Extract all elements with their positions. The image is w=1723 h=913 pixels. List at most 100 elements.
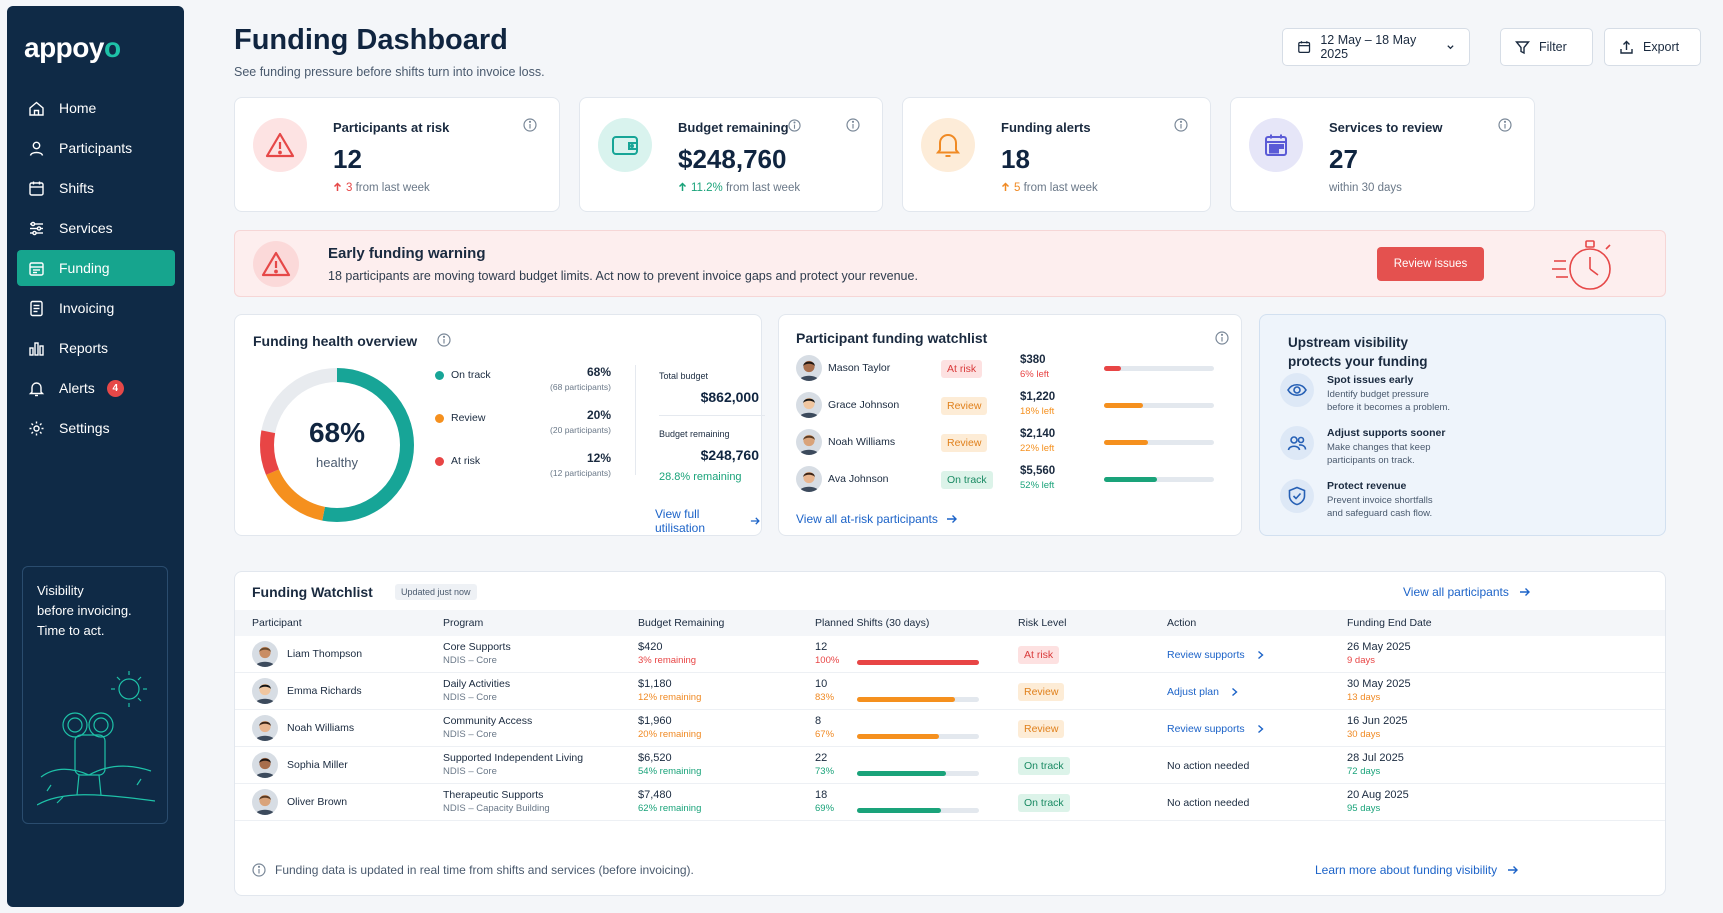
review-issues-button[interactable]: Review issues	[1377, 247, 1484, 281]
kpi-value: 12	[333, 144, 362, 174]
kpi-icon-wrap	[921, 118, 975, 172]
upstream-item-title: Spot issues early	[1327, 374, 1414, 386]
page-subtitle: See funding pressure before shifts turn …	[234, 65, 545, 79]
info-icon[interactable]	[437, 333, 451, 347]
budget-progress-bar	[1104, 403, 1214, 408]
amount-left: 22% left	[1020, 443, 1055, 454]
table-row[interactable]: Oliver Brown Therapeutic Supports NDIS –…	[235, 784, 1665, 821]
participant-name: Liam Thompson	[287, 648, 363, 660]
shift-usage-bar	[857, 808, 979, 813]
sidebar-item-invoicing[interactable]: Invoicing	[17, 290, 175, 326]
promo-line-1: Visibility	[37, 583, 84, 598]
kpi-value: 18	[1001, 144, 1030, 174]
remaining-pct: 28.8% remaining	[659, 471, 742, 483]
sidebar-item-label: Home	[59, 100, 97, 116]
logo-accent: o	[103, 32, 121, 63]
avatar	[796, 392, 822, 418]
days-left: 13 days	[1347, 692, 1381, 703]
shift-usage-pct: 83%	[815, 692, 835, 703]
info-icon[interactable]	[846, 118, 860, 132]
avatar	[796, 355, 822, 381]
promo-line-2: before invoicing.	[37, 603, 132, 618]
shift-usage-fill	[857, 734, 939, 739]
column-header[interactable]: Action	[1167, 617, 1197, 629]
program-name: Daily Activities	[443, 678, 511, 690]
kpi-delta: 3 from last week	[333, 182, 430, 194]
kpi-card-funding-alerts[interactable]: Funding alerts 18 5 from last week	[902, 97, 1211, 212]
table-row[interactable]: Emma Richards Daily Activities NDIS – Co…	[235, 673, 1665, 710]
sidebar-item-alerts[interactable]: Alerts 4	[17, 370, 175, 406]
donut-segment-on-track[interactable]	[260, 368, 414, 522]
table-row[interactable]: Liam Thompson Core Supports NDIS – Core …	[235, 636, 1665, 673]
sidebar-item-settings[interactable]: Settings	[17, 410, 175, 446]
kpi-delta-text: from last week	[352, 182, 430, 194]
column-header[interactable]: Participant	[252, 617, 302, 629]
kpi-card-participants-at-risk[interactable]: Participants at risk 12 3 from last week	[234, 97, 560, 212]
view-at-risk-link[interactable]: View all at-risk participants	[796, 512, 958, 526]
budget-remaining: $7,480	[638, 789, 672, 801]
participant-name: Noah Williams	[287, 722, 355, 734]
chevron-right-icon	[1231, 687, 1238, 697]
program-category: NDIS – Core	[443, 766, 497, 777]
learn-more-label: Learn more about funding visibility	[1315, 863, 1498, 877]
shift-usage-bar	[857, 734, 979, 739]
row-action-label: Adjust plan	[1167, 686, 1219, 698]
calendar-icon	[1265, 134, 1287, 156]
learn-more-link[interactable]: Learn more about funding visibility	[1315, 863, 1519, 877]
avatar	[796, 355, 822, 381]
donut-segment-at-risk[interactable]	[260, 368, 414, 522]
chevron-right-icon	[1257, 650, 1264, 660]
kpi-card-budget-remaining[interactable]: Budget remaining $248,760 11.2% from las…	[579, 97, 883, 212]
avatar	[252, 752, 278, 778]
sidebar-item-funding[interactable]: Funding	[17, 250, 175, 286]
legend-dot	[435, 457, 444, 466]
shift-usage-pct: 100%	[815, 655, 840, 666]
alerts-count-badge: 4	[106, 379, 124, 397]
avatar	[796, 392, 822, 418]
view-all-participants-link[interactable]: View all participants	[1403, 585, 1531, 599]
filter-button[interactable]: Filter	[1500, 28, 1593, 66]
column-header[interactable]: Risk Level	[1018, 617, 1067, 629]
export-button[interactable]: Export	[1604, 28, 1701, 66]
kpi-card-services-to-review[interactable]: Services to review 27 within 30 days	[1230, 97, 1535, 212]
column-header[interactable]: Program	[443, 617, 484, 629]
logo[interactable]: appoyo	[24, 32, 121, 64]
kpi-delta-text: from last week	[722, 182, 801, 194]
kpi-delta-value: 11.2%	[691, 182, 723, 194]
row-action-link[interactable]: Review supports	[1167, 649, 1264, 661]
budget-remaining: $1,960	[638, 715, 672, 727]
sidebar-item-participants[interactable]: Participants	[17, 130, 175, 166]
budget-remaining-pct: 62% remaining	[638, 803, 702, 814]
sidebar-item-services[interactable]: Services	[17, 210, 175, 246]
row-action-link[interactable]: Adjust plan	[1167, 686, 1238, 698]
info-icon[interactable]	[788, 119, 801, 132]
budget-remaining-pct: 3% remaining	[638, 655, 697, 666]
participant-name: Mason Taylor	[828, 362, 891, 374]
info-icon[interactable]	[1174, 118, 1188, 132]
arrow-right-icon	[1519, 588, 1530, 596]
kpi-label: Services to review	[1329, 120, 1443, 135]
row-action-link[interactable]: Review supports	[1167, 723, 1264, 735]
row-action-label: Review supports	[1167, 649, 1245, 661]
column-header[interactable]: Budget Remaining	[638, 617, 725, 629]
table-row[interactable]: Noah Williams Community Access NDIS – Co…	[235, 710, 1665, 747]
amount-value: $5,560	[1020, 465, 1056, 477]
health-title: Funding health overview	[253, 333, 418, 349]
date-range-picker[interactable]: 12 May – 18 May 2025	[1282, 28, 1470, 66]
info-icon[interactable]	[1498, 118, 1512, 132]
sidebar-item-reports[interactable]: Reports	[17, 330, 175, 366]
view-full-utilisation-link[interactable]: View full utilisation	[655, 507, 761, 535]
table-row[interactable]: Sophia Miller Supported Independent Livi…	[235, 747, 1665, 784]
column-header[interactable]: Funding End Date	[1347, 617, 1432, 629]
legend-dot	[435, 371, 444, 380]
table-footer-note: Funding data is updated in real time fro…	[275, 863, 694, 877]
sidebar-item-shifts[interactable]: Shifts	[17, 170, 175, 206]
sidebar-item-label: Reports	[59, 340, 109, 356]
kpi-label-info[interactable]	[788, 119, 801, 137]
info-icon[interactable]	[523, 118, 537, 132]
column-header[interactable]: Planned Shifts (30 days)	[815, 617, 930, 629]
info-icon[interactable]	[1215, 331, 1229, 345]
updated-badge: Updated just now	[395, 584, 477, 600]
sidebar-item-home[interactable]: Home	[17, 90, 175, 126]
status-badge: Review	[941, 397, 988, 415]
